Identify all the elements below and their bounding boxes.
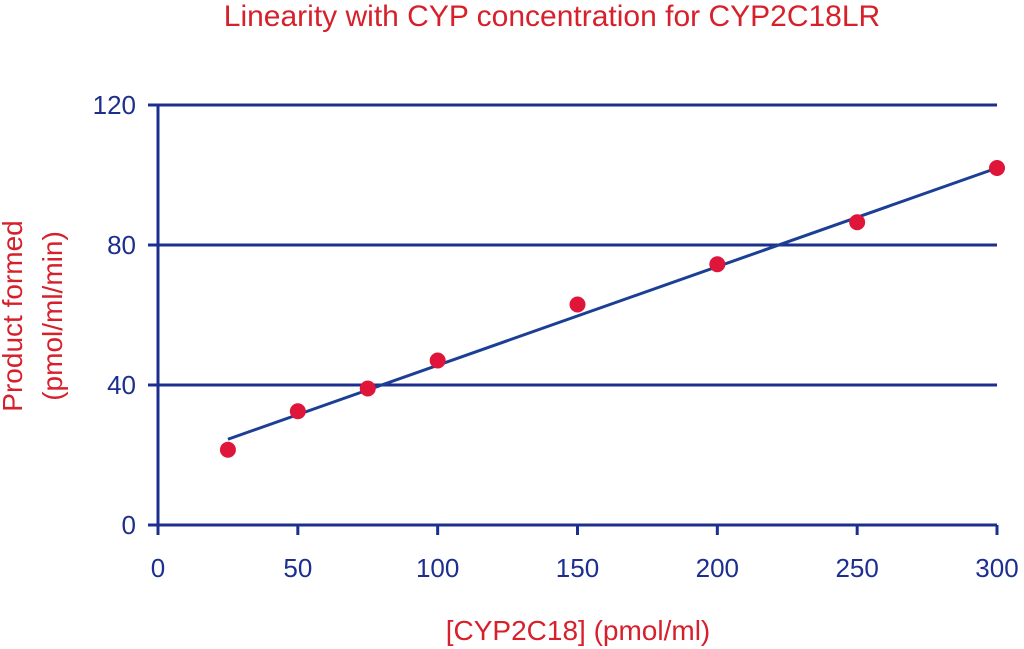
y-tick-label: 120 <box>93 90 136 120</box>
data-point <box>429 352 446 369</box>
data-point <box>289 403 306 420</box>
data-points <box>219 160 1005 458</box>
y-tick-label: 40 <box>107 370 136 400</box>
trendline-group <box>227 166 998 441</box>
x-tick-label: 50 <box>283 553 312 583</box>
data-point <box>709 256 726 273</box>
x-tick-label: 150 <box>556 553 599 583</box>
data-point <box>569 296 586 313</box>
x-tick-label: 300 <box>975 553 1018 583</box>
x-tick-label: 250 <box>835 553 878 583</box>
data-point <box>219 441 236 458</box>
x-tick-label: 0 <box>151 553 165 583</box>
axes <box>148 103 999 535</box>
x-tick-label: 100 <box>416 553 459 583</box>
y-tick-label: 80 <box>107 230 136 260</box>
trendline <box>227 166 998 441</box>
gridlines <box>158 103 997 387</box>
chart-title: Linearity with CYP concentration for CYP… <box>224 0 880 33</box>
tick-labels: 0 40 80 120 0 50 100 150 200 250 300 <box>93 90 1019 583</box>
y-tick-label: 0 <box>122 510 136 540</box>
data-point <box>989 160 1005 176</box>
x-tick-label: 200 <box>696 553 739 583</box>
y-axis-label-line1: Product formed <box>0 220 28 411</box>
data-point <box>359 380 376 397</box>
y-axis-label-line2: (pmol/ml/min) <box>37 231 68 401</box>
x-axis-label: [CYP2C18] (pmol/ml) <box>446 615 711 646</box>
data-point <box>849 214 866 231</box>
